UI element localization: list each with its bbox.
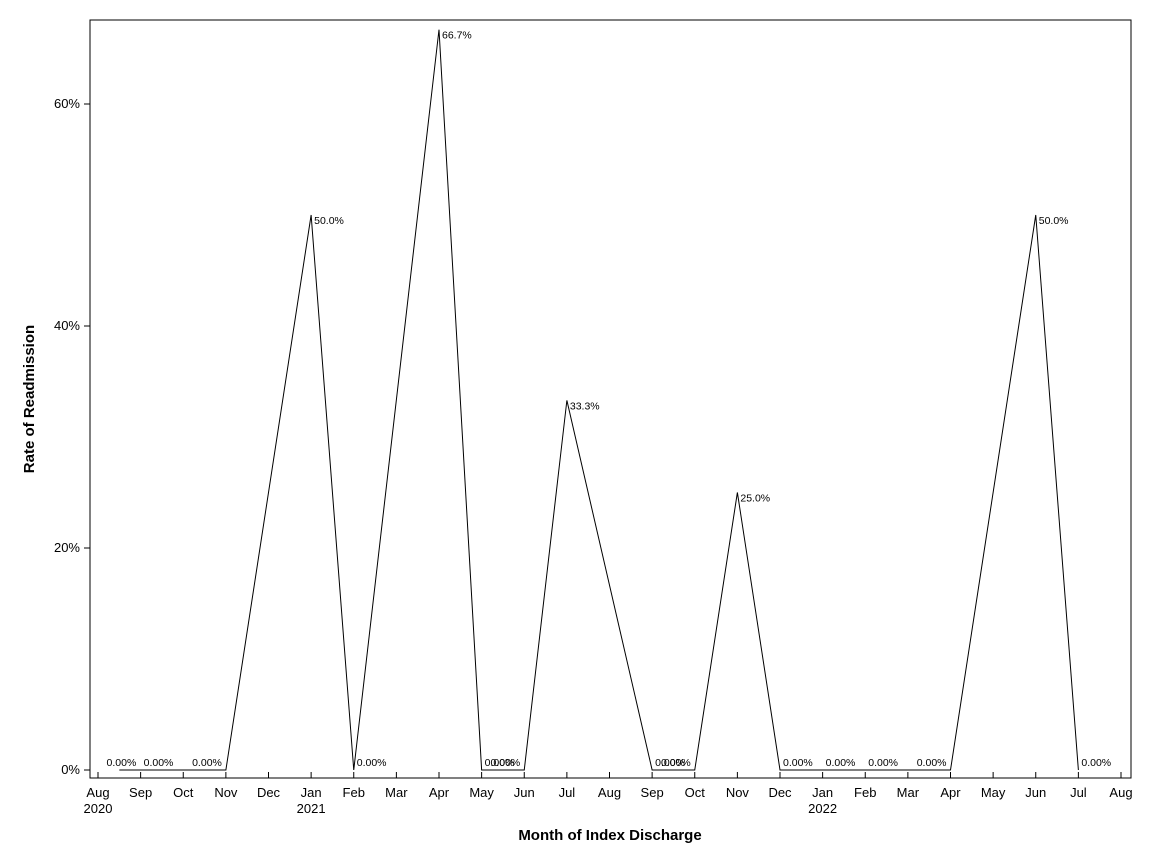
x-tick-label: Jun bbox=[1025, 785, 1046, 800]
data-label: 0.00% bbox=[485, 757, 515, 769]
data-label: 0.00% bbox=[144, 757, 174, 769]
data-label: 0.00% bbox=[826, 757, 856, 769]
x-tick-label: Feb bbox=[854, 785, 876, 800]
x-year-label: 2020 bbox=[84, 801, 113, 816]
x-tick-label: Jul bbox=[559, 785, 576, 800]
data-label: 0.00% bbox=[868, 757, 898, 769]
x-tick-label: Sep bbox=[641, 785, 664, 800]
x-tick-label: Dec bbox=[257, 785, 281, 800]
data-label: 50.0% bbox=[314, 215, 344, 227]
data-label: 0.00% bbox=[490, 757, 520, 769]
y-tick-label: 20% bbox=[54, 540, 80, 555]
x-axis: Aug Sep Oct Nov Dec Jan Feb Mar Apr May Jun Jul Aug S… bbox=[84, 772, 1133, 816]
data-label: 0.00% bbox=[783, 757, 813, 769]
x-tick-label: Jan bbox=[812, 785, 833, 800]
x-tick-label: Oct bbox=[685, 785, 706, 800]
x-tick-label: Sep bbox=[129, 785, 152, 800]
x-tick-label: Aug bbox=[598, 785, 621, 800]
x-tick-label: Aug bbox=[86, 785, 109, 800]
data-label: 0.00% bbox=[107, 757, 137, 769]
x-tick-label: Nov bbox=[726, 785, 750, 800]
data-label: 0.00% bbox=[661, 757, 691, 769]
data-label: 0.00% bbox=[655, 757, 685, 769]
y-tick-label: 0% bbox=[61, 762, 80, 777]
y-tick-label: 60% bbox=[54, 96, 80, 111]
data-label: 33.3% bbox=[570, 400, 600, 412]
x-tick-label: Dec bbox=[768, 785, 792, 800]
x-tick-label: Feb bbox=[343, 785, 365, 800]
series-line-readmission-rate bbox=[119, 29, 1079, 771]
x-tick-label: Oct bbox=[173, 785, 194, 800]
x-tick-label: Apr bbox=[940, 785, 961, 800]
x-tick-label: May bbox=[981, 785, 1006, 800]
x-tick-label: Mar bbox=[897, 785, 920, 800]
x-tick-label: Nov bbox=[214, 785, 238, 800]
data-labels: 0.00% 0.00% 0.00%50.0%0.00%66.7%0.00%0.00%… bbox=[107, 30, 1112, 769]
x-tick-label: Jun bbox=[514, 785, 535, 800]
data-label: 66.7% bbox=[442, 30, 472, 42]
data-label: 50.0% bbox=[1039, 215, 1069, 227]
y-tick-label: 40% bbox=[54, 318, 80, 333]
x-tick-label: Jul bbox=[1070, 785, 1087, 800]
x-tick-label: Mar bbox=[385, 785, 408, 800]
y-axis: 0% 20% 40% 60% bbox=[54, 96, 90, 777]
data-label: 0.00% bbox=[357, 757, 387, 769]
data-label: 0.00% bbox=[192, 757, 222, 769]
data-label: 0.00% bbox=[917, 757, 947, 769]
data-label: 25.0% bbox=[740, 493, 770, 505]
x-year-label: 2021 bbox=[297, 801, 326, 816]
y-axis-title: Rate of Readmission bbox=[21, 325, 38, 473]
x-tick-label: Aug bbox=[1109, 785, 1132, 800]
x-tick-label: May bbox=[469, 785, 494, 800]
x-axis-title: Month of Index Discharge bbox=[518, 827, 701, 844]
plot-frame bbox=[89, 19, 1132, 779]
data-label: 0.00% bbox=[1081, 757, 1111, 769]
x-tick-label: Apr bbox=[429, 785, 450, 800]
x-year-label: 2022 bbox=[808, 801, 837, 816]
x-tick-label: Jan bbox=[301, 785, 322, 800]
